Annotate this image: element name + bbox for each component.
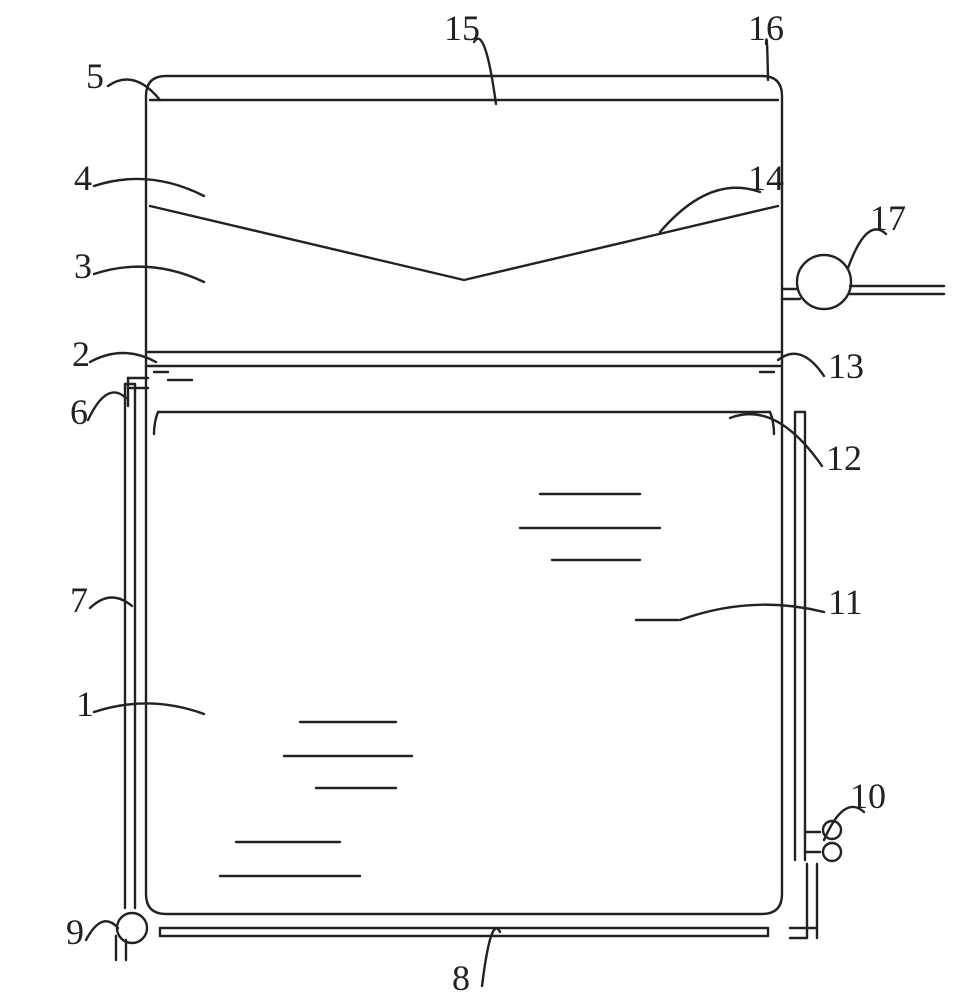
label-6: 6 xyxy=(70,392,88,432)
label-9: 9 xyxy=(66,912,84,952)
label-15: 15 xyxy=(444,8,480,48)
label-8: 8 xyxy=(452,958,470,998)
label-7: 7 xyxy=(70,580,88,620)
water-marks-layer xyxy=(220,494,678,876)
label-17: 17 xyxy=(870,198,906,238)
label-2: 2 xyxy=(72,334,90,374)
label-1: 1 xyxy=(76,684,94,724)
label-3: 3 xyxy=(74,246,92,286)
label-13: 13 xyxy=(828,346,864,386)
labels-layer: 1516541431721361271111098 xyxy=(66,8,906,998)
label-4: 4 xyxy=(74,158,92,198)
label-10: 10 xyxy=(850,776,886,816)
label-11: 11 xyxy=(828,582,863,622)
label-5: 5 xyxy=(86,56,104,96)
engineering-figure: 1516541431721361271111098 xyxy=(0,0,976,1000)
geometry-layer xyxy=(116,76,944,960)
label-12: 12 xyxy=(826,438,862,478)
label-16: 16 xyxy=(748,8,784,48)
label-14: 14 xyxy=(748,158,784,198)
